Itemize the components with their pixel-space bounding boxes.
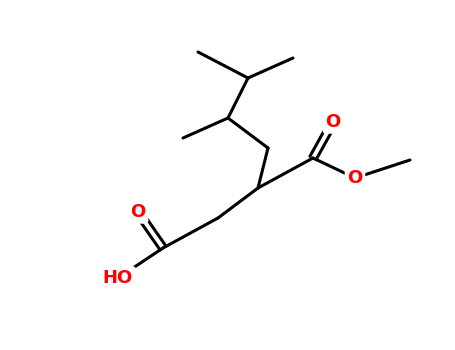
Text: O: O: [347, 169, 363, 187]
Text: O: O: [325, 113, 341, 131]
Text: O: O: [131, 203, 146, 221]
Text: HO: HO: [103, 269, 133, 287]
